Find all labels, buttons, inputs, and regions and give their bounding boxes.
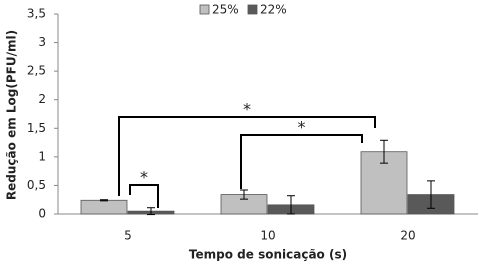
error-bar [100, 199, 108, 202]
y-tick-label: 2 [38, 92, 46, 106]
significance-label: * [298, 118, 306, 137]
significance-bracket [240, 134, 363, 189]
y-tick-label: 3 [38, 35, 46, 49]
legend-swatch [199, 4, 210, 15]
y-tick-label: 1 [38, 149, 46, 163]
significance-label: * [140, 168, 148, 187]
error-bar [427, 180, 435, 209]
y-tick-label: 1,5 [27, 121, 46, 135]
legend-swatch [247, 4, 258, 15]
x-tick-label: 20 [400, 229, 415, 243]
y-tick-label: 3,5 [27, 7, 46, 21]
y-axis-title: Redução em Log(PFU/ml) [5, 30, 19, 200]
error-bar [287, 195, 295, 215]
significance-bracket [129, 184, 159, 208]
error-bar [240, 189, 248, 200]
bar [80, 199, 128, 215]
error-bar [147, 207, 155, 216]
x-axis-title: Tempo de sonicação (s) [189, 248, 347, 262]
x-tick-label: 10 [260, 229, 275, 243]
significance-bracket [118, 116, 376, 196]
y-tick-label: 0 [38, 207, 46, 221]
error-bar [380, 139, 388, 164]
x-tick-label: 5 [124, 229, 132, 243]
legend-label: 22% [260, 3, 287, 17]
legend-label: 25% [212, 3, 239, 17]
y-tick-label: 0,5 [27, 178, 46, 192]
significance-label: * [243, 100, 251, 119]
y-tick-label: 2,5 [27, 64, 46, 78]
